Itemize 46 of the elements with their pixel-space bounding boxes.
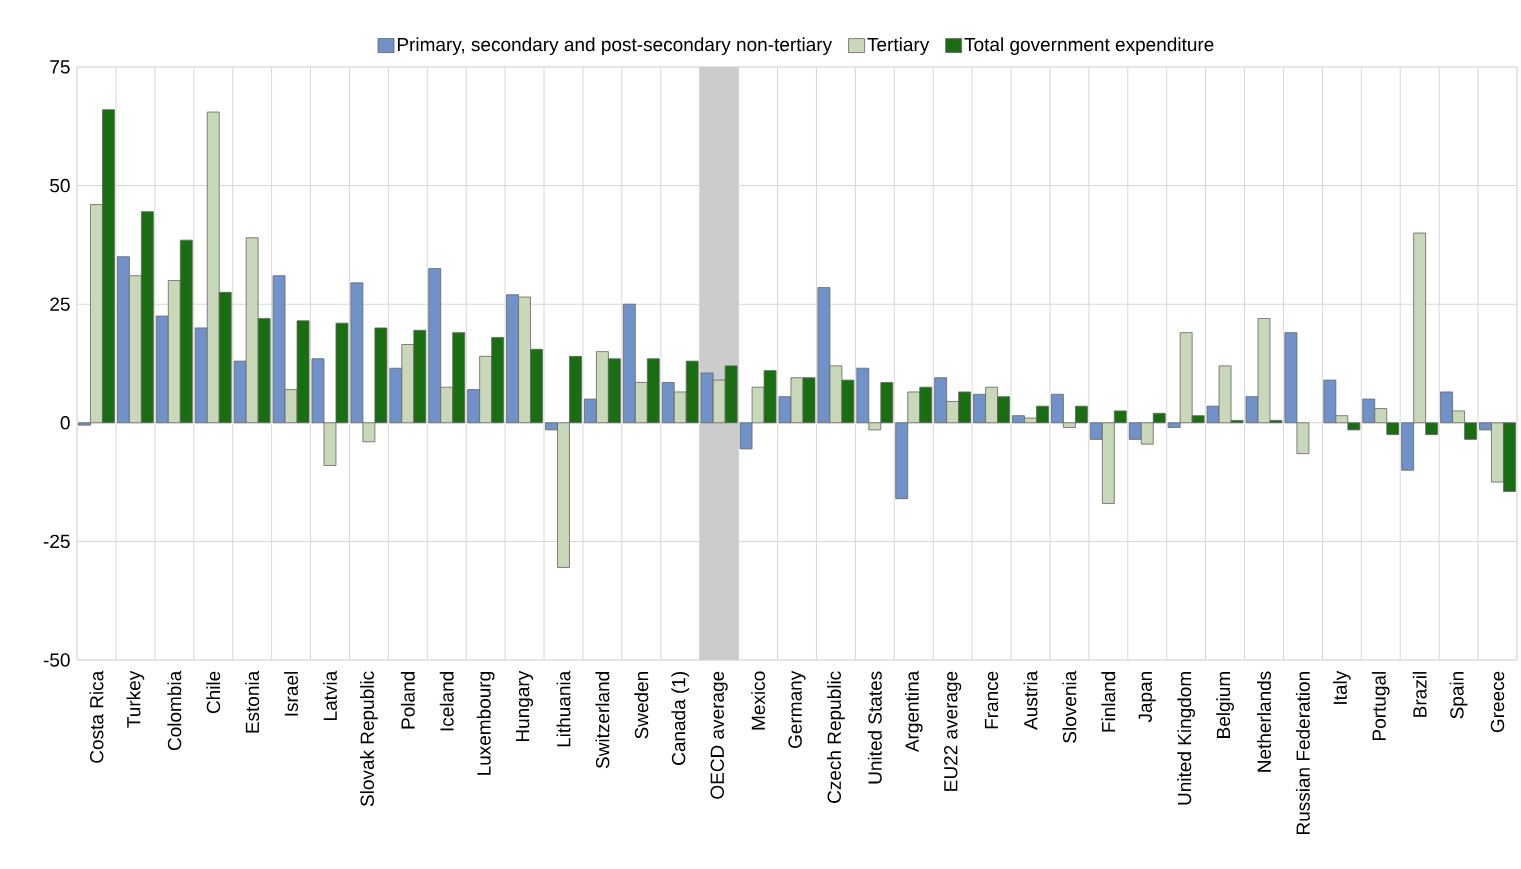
y-tick-label: 0 — [60, 416, 70, 430]
x-tick-label: Argentina — [904, 670, 923, 753]
y-tick-label: 75 — [50, 60, 70, 74]
x-tick-label: Austria — [1023, 670, 1038, 730]
y-tick-label: -50 — [43, 653, 70, 667]
x-tick-label: Hungary — [516, 670, 534, 742]
x-tick-label: Mexico — [751, 671, 766, 730]
x-tick-label: Luxembourg — [476, 672, 495, 775]
y-tick-label: -25 — [43, 534, 70, 549]
legend-label: Primary, secondary and post-secondary non-tertiary — [397, 37, 833, 55]
x-tick-label: Portugal — [1371, 672, 1390, 740]
x-tick-label: Italy — [1332, 670, 1351, 704]
x-tick-label: Iceland — [439, 672, 454, 731]
x-tick-label: Russian Federation — [1295, 672, 1310, 834]
x-tick-label: EU22 average — [944, 671, 962, 791]
x-tick-label: Colombia — [167, 670, 182, 751]
x-tick-label: Finland — [1101, 672, 1116, 732]
x-tick-label: Estonia — [245, 670, 260, 733]
x-tick-label: Greece — [1490, 671, 1505, 733]
x-tick-label: Japan — [1138, 672, 1156, 723]
x-tick-label: Spain — [1449, 672, 1468, 719]
x-tick-label: Sweden — [634, 672, 649, 739]
x-tick-label: Chile — [206, 671, 221, 714]
legend-label: Tertiary — [867, 37, 930, 55]
x-tick-label: Slovenia — [1062, 670, 1077, 743]
x-tick-label: Netherlands — [1257, 671, 1271, 772]
x-tick-label: Lithuania — [556, 670, 571, 747]
x-tick-label: Belgium — [1216, 672, 1234, 738]
x-tick-label: Turkey — [126, 670, 145, 728]
x-tick-label: France — [984, 671, 999, 729]
legend-label: Total government expenditure — [964, 37, 1214, 55]
x-tick-label: Latvia — [322, 670, 337, 720]
x-tick-label: Poland — [400, 672, 415, 729]
x-tick-label: Switzerland — [595, 672, 610, 769]
x-tick-label: Brazil — [1412, 672, 1427, 717]
x-tick-label: Germany — [788, 670, 806, 748]
x-tick-label: Canada (1) — [671, 672, 690, 765]
y-tick-label: 50 — [50, 178, 70, 193]
y-tick-label: 25 — [50, 297, 70, 311]
x-tick-label: United Kingdom — [1177, 672, 1196, 805]
x-tick-label: Slovak Republic — [360, 671, 378, 807]
x-tick-label: Costa Rica — [89, 670, 104, 763]
x-tick-label: Czech Republic — [827, 671, 845, 803]
x-tick-label: Israel — [284, 672, 299, 716]
x-tick-label: OECD average — [710, 671, 728, 799]
x-tick-label: United States — [867, 671, 882, 784]
